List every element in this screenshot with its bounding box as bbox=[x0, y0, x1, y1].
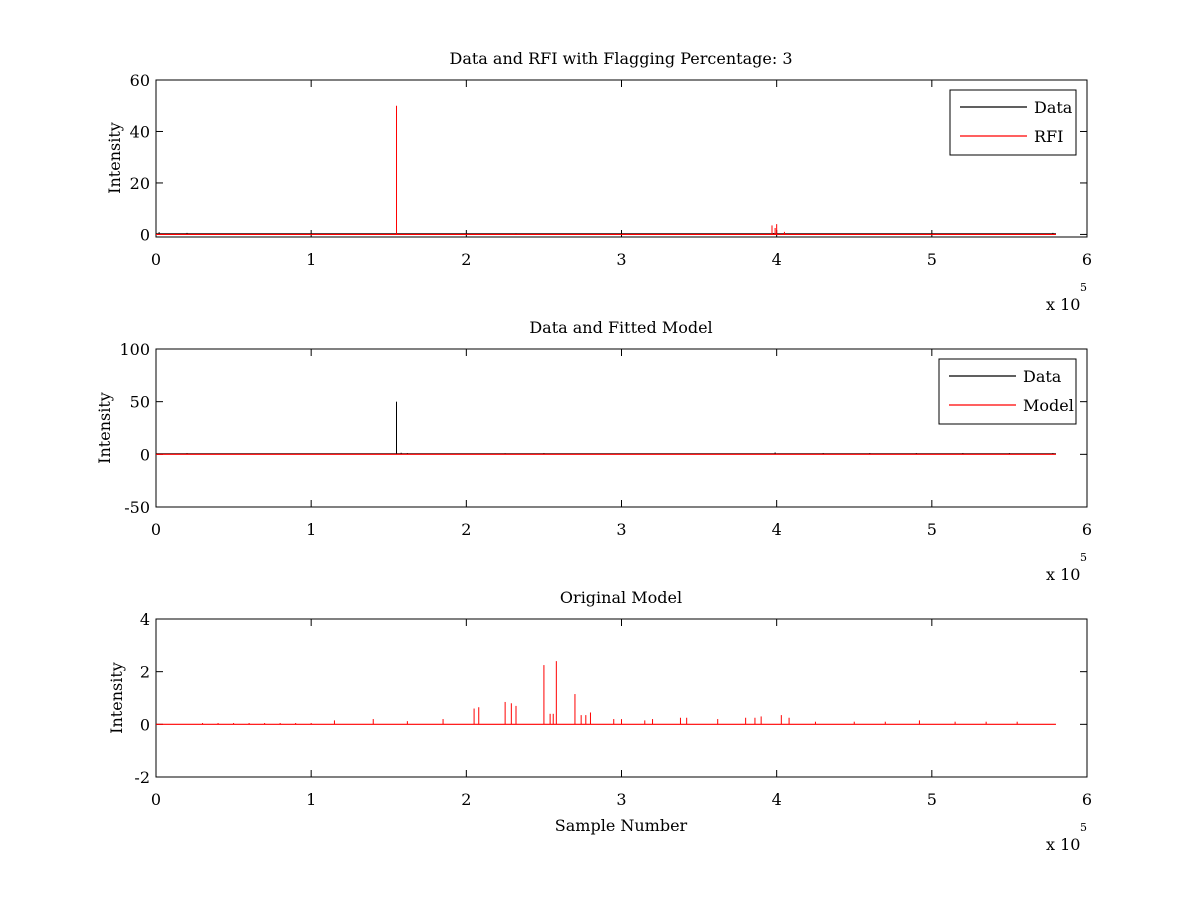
y-tick-label: 0 bbox=[140, 445, 150, 464]
x-tick-label: 4 bbox=[772, 790, 782, 809]
panel-data-model: Data and Fitted Model Intensity 0 1 2 3 4 5 6 -… bbox=[95, 318, 1092, 584]
x-exponent-base: x 10 bbox=[1046, 835, 1080, 854]
panel-title: Original Model bbox=[560, 588, 682, 607]
y-tick-label: 0 bbox=[140, 225, 150, 244]
x-tick-label: 2 bbox=[461, 520, 471, 539]
y-axis-label: Intensity bbox=[95, 392, 114, 464]
x-exponent-base: x 10 bbox=[1046, 565, 1080, 584]
y-tick-label: 4 bbox=[140, 610, 150, 629]
y-tick-label: 50 bbox=[130, 393, 150, 412]
x-tick-label: 5 bbox=[927, 520, 937, 539]
x-tick-label: 4 bbox=[772, 250, 782, 269]
x-tick-label: 1 bbox=[306, 250, 316, 269]
legend-label: Data bbox=[1034, 98, 1073, 117]
x-tick-label: 6 bbox=[1082, 250, 1092, 269]
legend-label: RFI bbox=[1034, 127, 1063, 146]
panel-data-rfi: Data and RFI with Flagging Percentage: 3… bbox=[105, 49, 1092, 314]
legend-label: Model bbox=[1023, 396, 1074, 415]
y-tick-label: 40 bbox=[130, 122, 150, 141]
legend-box bbox=[938, 358, 1077, 425]
y-axis-label: Intensity bbox=[105, 122, 124, 194]
x-tick-label: 4 bbox=[772, 520, 782, 539]
x-exponent-power: 5 bbox=[1080, 281, 1087, 294]
y-tick-label: 100 bbox=[119, 340, 150, 359]
x-tick-label: 1 bbox=[306, 520, 316, 539]
panel-title: Data and RFI with Flagging Percentage: 3 bbox=[449, 49, 792, 68]
x-tick-label: 3 bbox=[616, 250, 626, 269]
x-exponent-power: 5 bbox=[1080, 551, 1087, 564]
x-tick-label: 5 bbox=[927, 250, 937, 269]
x-tick-label: 6 bbox=[1082, 790, 1092, 809]
y-tick-label: 60 bbox=[130, 71, 150, 90]
y-tick-label: 0 bbox=[140, 715, 150, 734]
x-tick-label: 1 bbox=[306, 790, 316, 809]
y-tick-label: -50 bbox=[124, 498, 150, 517]
y-tick-label: 2 bbox=[140, 663, 150, 682]
x-tick-label: 6 bbox=[1082, 520, 1092, 539]
y-tick-label: -2 bbox=[134, 768, 150, 787]
x-tick-label: 3 bbox=[616, 790, 626, 809]
legend-label: Data bbox=[1023, 367, 1062, 386]
y-tick-label: 20 bbox=[130, 174, 150, 193]
x-tick-label: 2 bbox=[461, 250, 471, 269]
x-tick-label: 0 bbox=[151, 790, 161, 809]
x-exponent-power: 5 bbox=[1080, 821, 1087, 834]
x-tick-label: 3 bbox=[616, 520, 626, 539]
panel-title: Data and Fitted Model bbox=[529, 318, 712, 337]
x-tick-label: 5 bbox=[927, 790, 937, 809]
legend-box bbox=[949, 89, 1077, 156]
x-tick-label: 0 bbox=[151, 520, 161, 539]
x-tick-label: 0 bbox=[151, 250, 161, 269]
y-axis-label: Intensity bbox=[107, 662, 126, 734]
x-axis-label: Sample Number bbox=[555, 816, 688, 835]
x-exponent-base: x 10 bbox=[1046, 295, 1080, 314]
x-tick-label: 2 bbox=[461, 790, 471, 809]
